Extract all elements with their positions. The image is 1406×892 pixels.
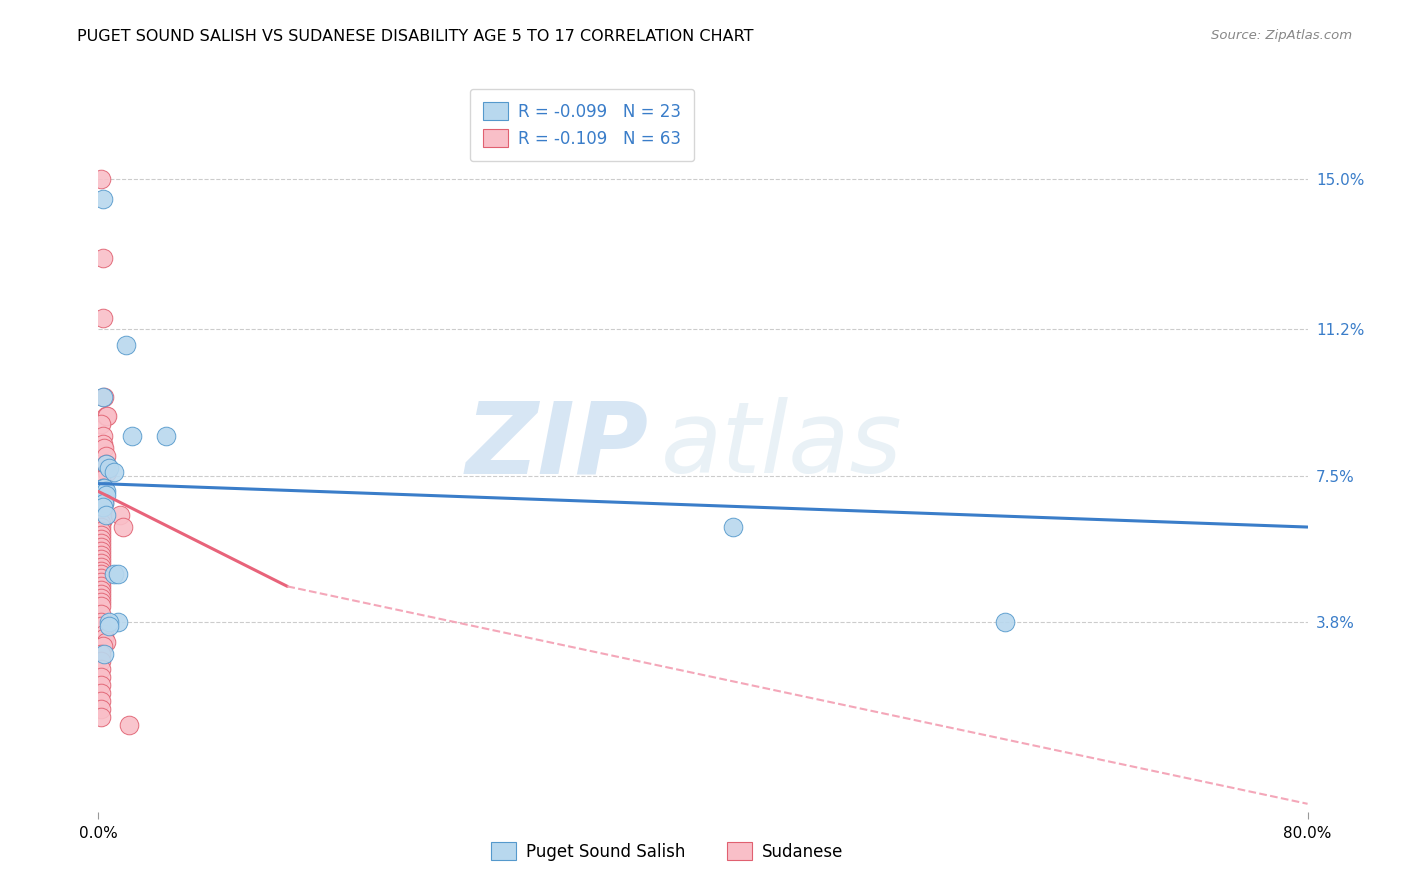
Point	[91, 437, 114, 451]
Point	[90, 670, 112, 684]
Point	[90, 540, 112, 554]
Point	[103, 465, 125, 479]
Point	[90, 702, 112, 716]
Point	[90, 655, 112, 669]
Point	[90, 607, 112, 621]
Point	[93, 441, 115, 455]
Point	[91, 500, 114, 515]
Point	[96, 465, 118, 479]
Point	[111, 520, 134, 534]
Point	[118, 717, 141, 731]
Point	[103, 567, 125, 582]
Legend: Puget Sound Salish, Sudanese: Puget Sound Salish, Sudanese	[482, 834, 851, 869]
Text: PUGET SOUND SALISH VS SUDANESE DISABILITY AGE 5 TO 17 CORRELATION CHART: PUGET SOUND SALISH VS SUDANESE DISABILIT…	[77, 29, 754, 44]
Point	[93, 647, 115, 661]
Point	[93, 627, 115, 641]
Point	[90, 710, 112, 724]
Point	[90, 556, 112, 570]
Point	[98, 619, 121, 633]
Point	[93, 496, 115, 510]
Point	[96, 409, 118, 424]
Point	[90, 575, 112, 590]
Point	[91, 639, 114, 653]
Point	[90, 548, 112, 562]
Point	[90, 678, 112, 692]
Point	[90, 567, 112, 582]
Point	[91, 481, 114, 495]
Point	[90, 686, 112, 700]
Point	[90, 551, 112, 566]
Point	[90, 524, 112, 538]
Point	[90, 647, 112, 661]
Point	[94, 508, 117, 523]
Point	[90, 583, 112, 598]
Point	[94, 634, 117, 648]
Point	[91, 429, 114, 443]
Point	[90, 532, 112, 546]
Point	[90, 619, 112, 633]
Point	[91, 390, 114, 404]
Point	[91, 488, 114, 502]
Point	[121, 429, 143, 443]
Point	[94, 449, 117, 463]
Point	[94, 488, 117, 502]
Point	[994, 615, 1017, 629]
Point	[90, 543, 112, 558]
Text: Source: ZipAtlas.com: Source: ZipAtlas.com	[1212, 29, 1353, 42]
Point	[155, 429, 177, 443]
Point	[91, 484, 114, 499]
Point	[91, 310, 114, 325]
Point	[91, 481, 114, 495]
Point	[90, 587, 112, 601]
Point	[90, 599, 112, 614]
Point	[90, 536, 112, 550]
Point	[91, 508, 114, 523]
Point	[90, 528, 112, 542]
Point	[90, 417, 112, 432]
Point	[107, 567, 129, 582]
Point	[90, 473, 112, 487]
Point	[94, 484, 117, 499]
Point	[98, 615, 121, 629]
Point	[91, 192, 114, 206]
Point	[90, 595, 112, 609]
Point	[91, 251, 114, 265]
Point	[98, 460, 121, 475]
Point	[90, 559, 112, 574]
Point	[94, 457, 117, 471]
Point	[93, 496, 115, 510]
Point	[107, 615, 129, 629]
Point	[93, 631, 115, 645]
Text: ZIP: ZIP	[465, 398, 648, 494]
Point	[90, 500, 112, 515]
Point	[90, 564, 112, 578]
Point	[723, 520, 745, 534]
Point	[90, 520, 112, 534]
Point	[94, 457, 117, 471]
Point	[90, 504, 112, 518]
Point	[90, 579, 112, 593]
Point	[93, 390, 115, 404]
Point	[108, 508, 131, 523]
Point	[90, 591, 112, 606]
Point	[90, 694, 112, 708]
Point	[93, 481, 115, 495]
Point	[94, 409, 117, 424]
Point	[91, 512, 114, 526]
Text: atlas: atlas	[661, 398, 903, 494]
Point	[114, 338, 136, 352]
Point	[90, 172, 112, 186]
Point	[90, 615, 112, 629]
Point	[90, 516, 112, 530]
Point	[90, 571, 112, 585]
Point	[90, 662, 112, 676]
